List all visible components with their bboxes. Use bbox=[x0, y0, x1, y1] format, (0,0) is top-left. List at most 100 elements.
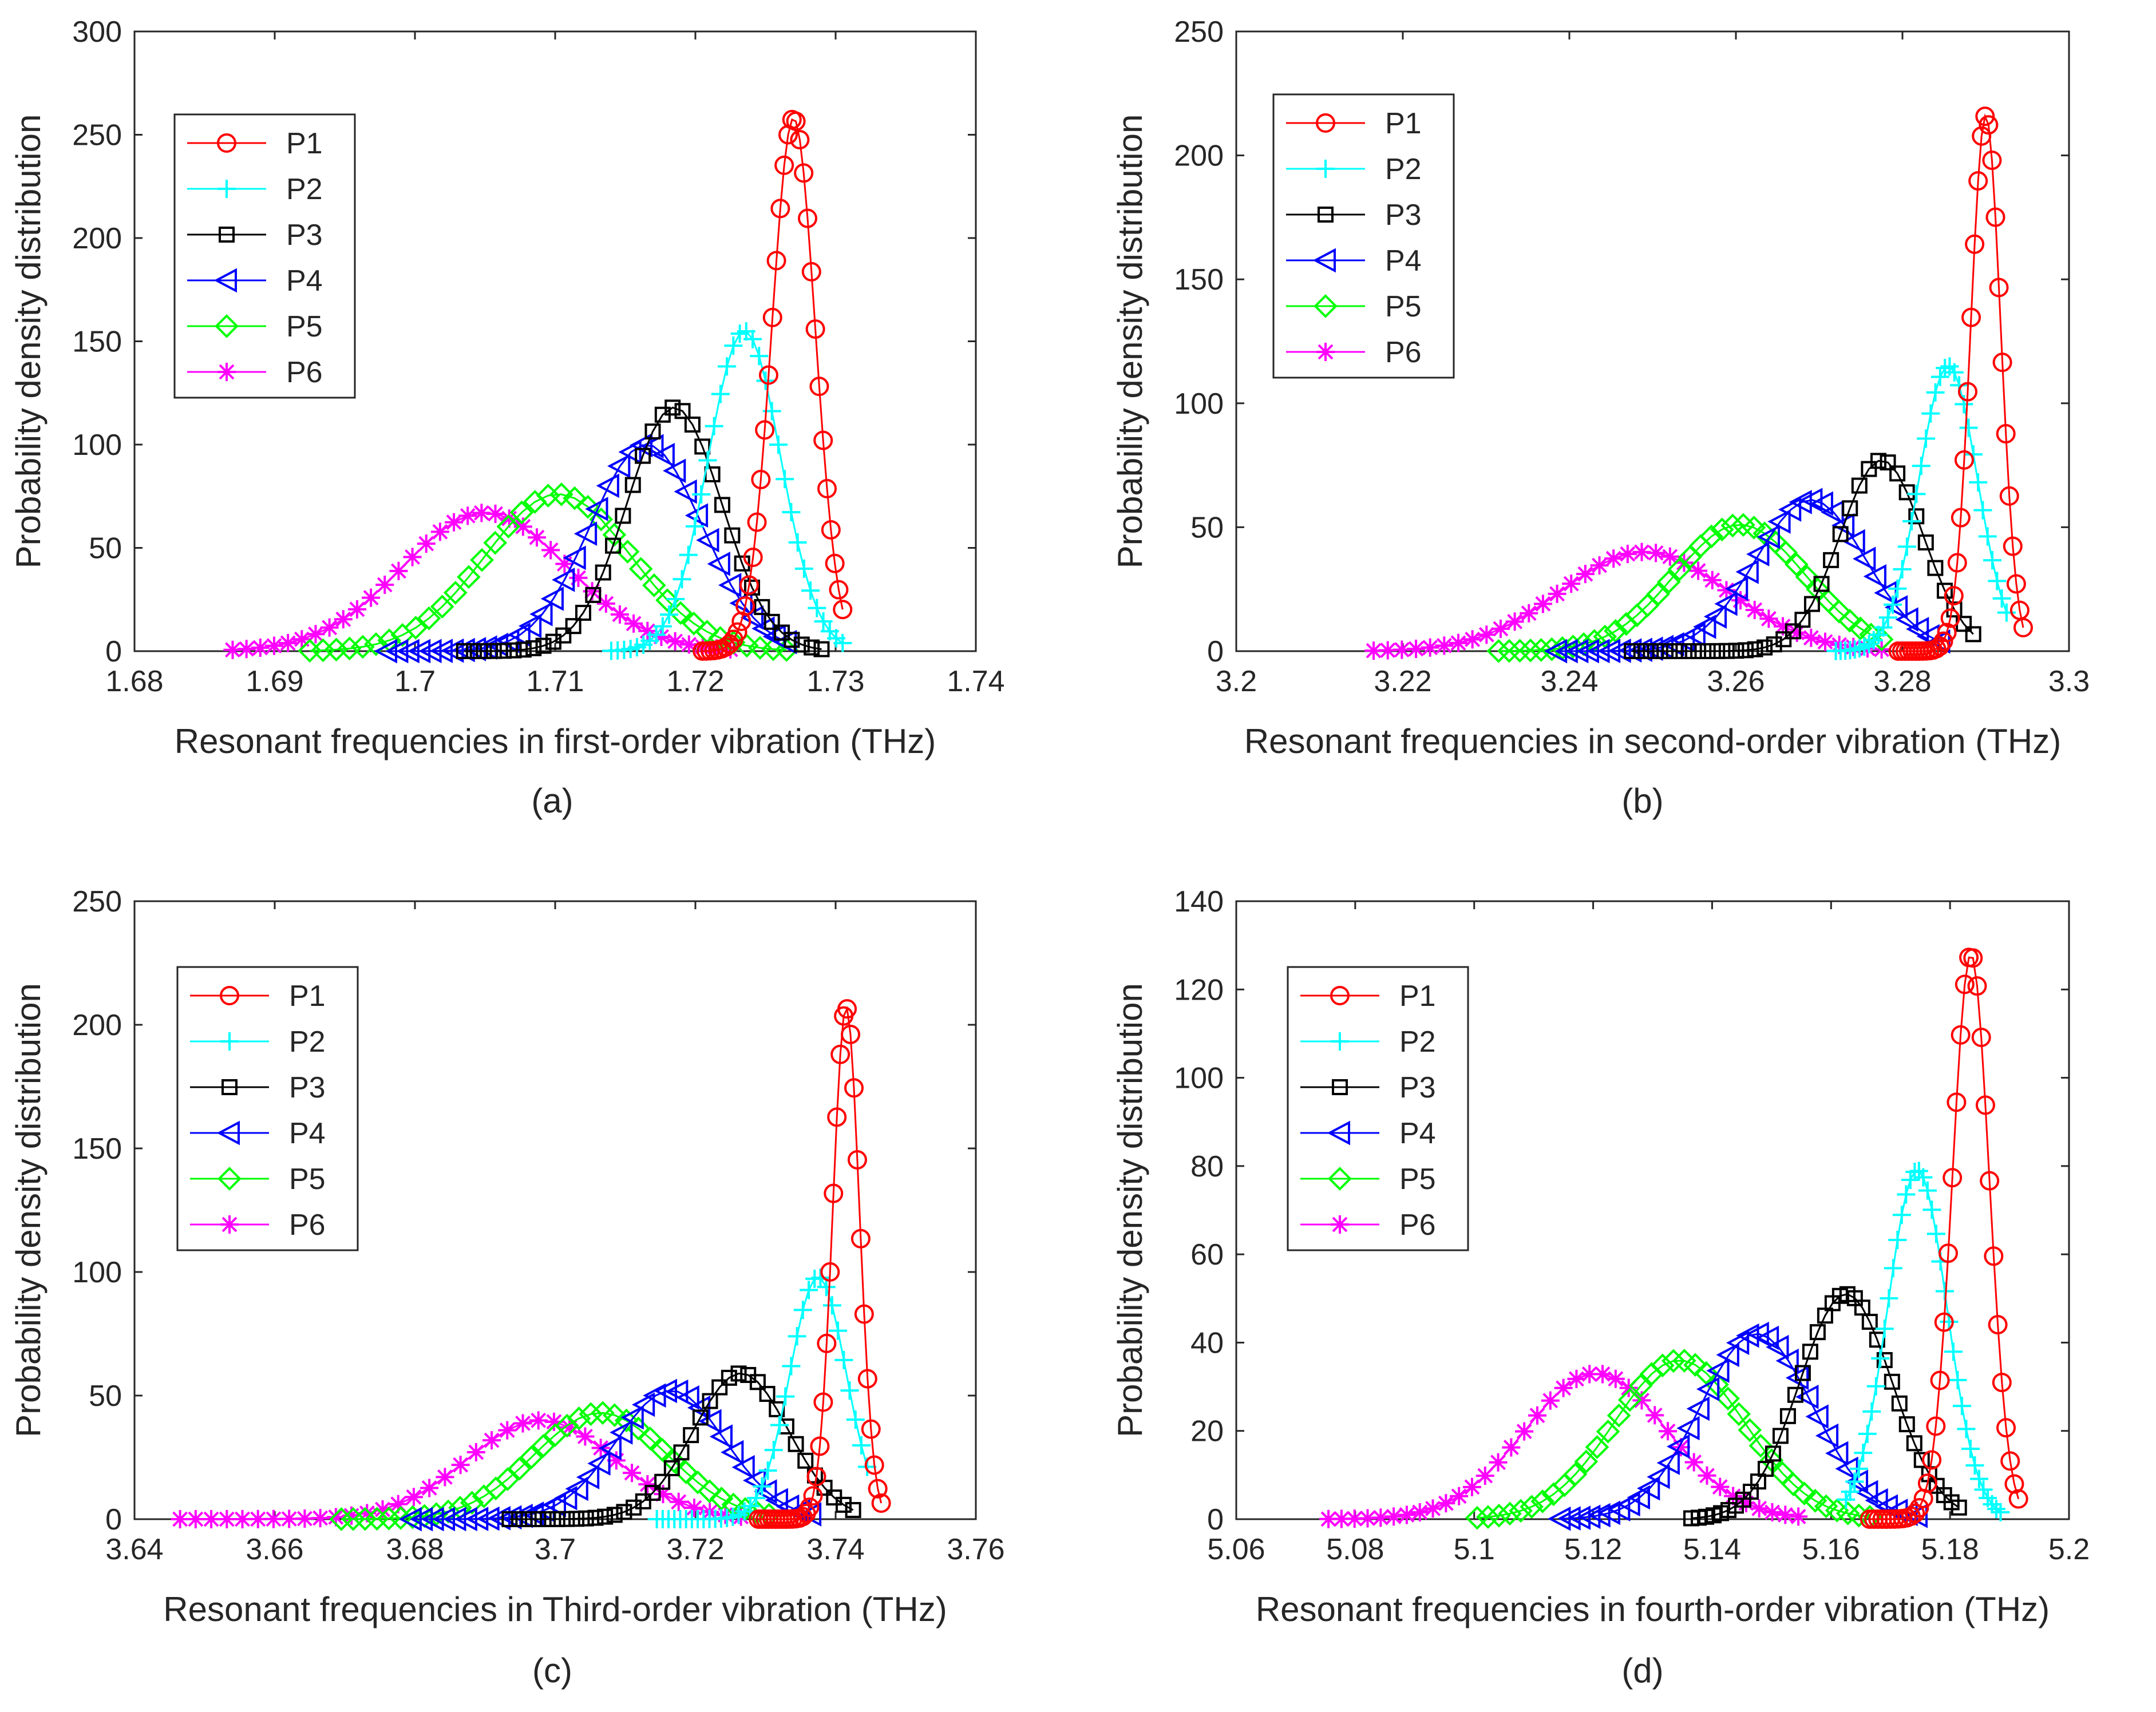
data-point bbox=[1996, 1418, 2016, 1438]
data-point bbox=[1580, 1365, 1599, 1384]
data-point bbox=[1870, 453, 1886, 469]
data-point bbox=[1985, 207, 2005, 227]
data-point bbox=[1955, 395, 1973, 414]
data-point bbox=[1489, 1453, 1508, 1472]
data-point bbox=[663, 458, 686, 484]
data-point bbox=[758, 1461, 777, 1480]
data-point bbox=[364, 632, 388, 656]
data-point bbox=[1889, 465, 1906, 482]
data-point bbox=[1861, 461, 1877, 477]
data-point bbox=[782, 1357, 801, 1376]
data-point bbox=[1745, 600, 1764, 619]
data-point bbox=[602, 1403, 627, 1428]
legend-label: P4 bbox=[289, 1117, 326, 1150]
data-point bbox=[1869, 625, 1888, 644]
data-point bbox=[806, 1467, 826, 1487]
data-point bbox=[1742, 516, 1766, 540]
data-point bbox=[563, 486, 587, 510]
legend-marker bbox=[213, 268, 237, 293]
y-tick-label: 300 bbox=[72, 15, 122, 49]
y-tick-label: 100 bbox=[72, 1256, 122, 1289]
data-point bbox=[640, 434, 664, 459]
y-axis-label: Probability density distribution bbox=[1111, 983, 1149, 1437]
data-point bbox=[1921, 404, 1940, 423]
y-tick-label: 120 bbox=[1174, 973, 1224, 1006]
data-point bbox=[341, 1507, 365, 1531]
data-point bbox=[1918, 1181, 1937, 1200]
data-point bbox=[1809, 1324, 1826, 1341]
data-point bbox=[1951, 508, 1971, 528]
data-point bbox=[389, 1495, 408, 1513]
data-point bbox=[709, 1424, 733, 1449]
data-point bbox=[1972, 126, 1992, 146]
data-point bbox=[1792, 1481, 1817, 1505]
data-point bbox=[1541, 1391, 1560, 1410]
data-point bbox=[817, 1333, 837, 1353]
data-point bbox=[776, 1387, 795, 1406]
data-point bbox=[1643, 643, 1659, 659]
data-point bbox=[837, 999, 857, 1019]
data-point bbox=[663, 1460, 680, 1476]
series-p3 bbox=[1624, 453, 1981, 659]
legend-label: P1 bbox=[1399, 980, 1436, 1013]
data-point bbox=[1944, 1342, 1963, 1361]
data-point bbox=[1855, 1480, 1878, 1505]
data-point bbox=[565, 618, 581, 635]
data-point bbox=[171, 1510, 189, 1528]
legend-marker bbox=[220, 1032, 239, 1051]
legend-label: P6 bbox=[1399, 1208, 1436, 1242]
data-point bbox=[1711, 1477, 1730, 1496]
data-point bbox=[1407, 639, 1426, 658]
data-point bbox=[1666, 1434, 1690, 1459]
data-point bbox=[1738, 1418, 1762, 1442]
data-point bbox=[496, 643, 512, 659]
data-point bbox=[747, 1489, 766, 1508]
data-point bbox=[1892, 1206, 1911, 1224]
data-point bbox=[1862, 1402, 1881, 1421]
data-point bbox=[804, 639, 820, 656]
x-tick-label: 5.18 bbox=[1921, 1533, 1979, 1566]
x-tick-label: 5.2 bbox=[2048, 1533, 2090, 1566]
data-point bbox=[1969, 1469, 1988, 1488]
x-tick-label: 3.68 bbox=[386, 1533, 444, 1566]
data-point bbox=[1705, 1372, 1729, 1397]
data-point bbox=[817, 1278, 836, 1297]
data-point bbox=[409, 1507, 433, 1532]
data-point bbox=[1477, 625, 1496, 644]
data-point bbox=[466, 643, 482, 659]
data-point bbox=[731, 1455, 755, 1480]
data-point bbox=[306, 625, 325, 644]
data-point bbox=[585, 497, 608, 521]
legend-box bbox=[1272, 93, 1455, 379]
data-point bbox=[871, 1493, 891, 1513]
data-point bbox=[809, 377, 829, 397]
data-point bbox=[857, 1369, 877, 1389]
data-point bbox=[1891, 1395, 1908, 1412]
panel-caption: (a) bbox=[531, 782, 573, 820]
data-point bbox=[1435, 636, 1454, 655]
data-point bbox=[1781, 1472, 1806, 1496]
data-point bbox=[1746, 542, 1770, 566]
y-tick-label: 150 bbox=[72, 326, 122, 359]
data-point bbox=[629, 433, 653, 458]
x-tick-label: 1.74 bbox=[947, 665, 1004, 698]
data-point bbox=[1789, 1507, 1808, 1526]
data-point bbox=[1646, 582, 1671, 607]
data-point bbox=[607, 1451, 626, 1470]
data-point bbox=[1863, 564, 1886, 589]
data-point bbox=[1992, 589, 2011, 608]
data-point bbox=[554, 1485, 577, 1511]
x-tick-label: 1.72 bbox=[666, 665, 724, 698]
data-point bbox=[679, 635, 698, 654]
data-point bbox=[864, 1455, 884, 1475]
y-tick-label: 250 bbox=[1174, 15, 1224, 49]
data-point bbox=[1838, 609, 1862, 633]
x-tick-label: 3.3 bbox=[2048, 665, 2090, 698]
data-point bbox=[326, 1508, 345, 1527]
data-point bbox=[1652, 643, 1668, 659]
x-tick-label: 1.71 bbox=[526, 665, 584, 698]
data-point bbox=[610, 605, 629, 624]
data-point bbox=[520, 1511, 537, 1527]
data-point bbox=[644, 1485, 661, 1501]
